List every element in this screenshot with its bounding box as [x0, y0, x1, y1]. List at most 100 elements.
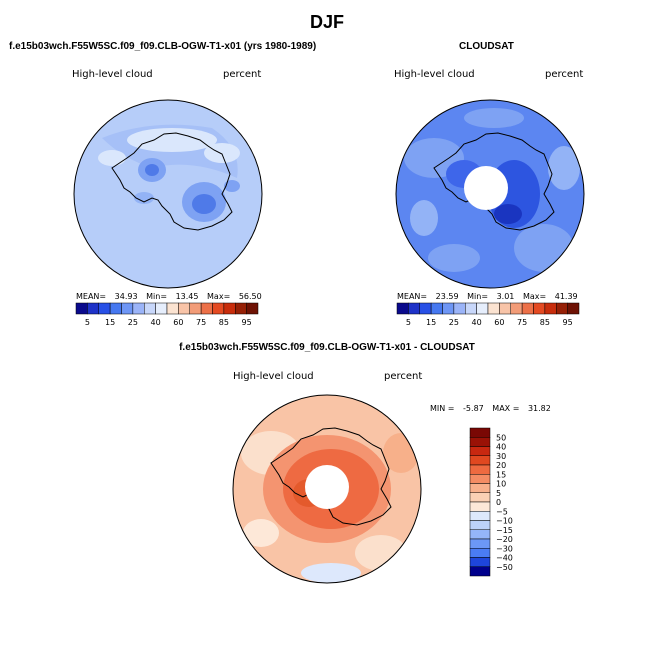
colorbar-tick-label: −20: [496, 535, 513, 544]
model-mean-value: 34.93: [114, 292, 138, 301]
colorbar-box: [469, 483, 491, 493]
colorbar-tick-label: 85: [219, 318, 229, 327]
model-max-value: 56.50: [238, 292, 262, 301]
difference-min-label: MIN =: [430, 404, 455, 413]
colorbar-box: [469, 548, 491, 558]
colorbar-box: [419, 302, 432, 315]
colorbar-box: [469, 492, 491, 503]
colorbar-box: [75, 302, 88, 315]
model-polar-map: [73, 99, 263, 289]
colorbar-box: [510, 302, 523, 315]
cloudsat-polar-map: [395, 99, 585, 289]
colorbar-box: [212, 302, 225, 315]
model-stats: MEAN= 34.93 Min= 13.45 Max= 56.50: [76, 292, 262, 301]
colorbar-tick-label: −30: [496, 544, 513, 553]
colorbar-box: [469, 427, 491, 438]
colorbar-box: [246, 302, 259, 315]
model-min-value: 13.45: [175, 292, 199, 301]
cloudsat-max-value: 41.39: [554, 292, 578, 301]
difference-data-gap: [305, 465, 349, 509]
colorbar-box: [87, 302, 99, 315]
colorbar-tick-label: 40: [151, 318, 161, 327]
colorbar-box: [469, 437, 491, 447]
colorbar-box: [178, 302, 190, 315]
model-panel-header: f.e15b03wch.F55W5SC.f09_f09.CLB-OGW-T1-x…: [9, 41, 317, 52]
colorbar-tick-label: −10: [496, 517, 513, 526]
colorbar-tick-label: 95: [242, 318, 252, 327]
colorbar-box: [469, 464, 491, 475]
colorbar-box: [144, 302, 156, 315]
colorbar-box: [98, 302, 111, 315]
colorbar-box: [469, 511, 491, 521]
colorbar-tick-label: 5: [406, 318, 411, 327]
colorbar-box: [408, 302, 420, 315]
colorbar-tick-label: 20: [496, 461, 506, 470]
colorbar-box: [487, 302, 500, 315]
colorbar-box: [567, 302, 580, 315]
colorbar-tick-label: 0: [496, 498, 501, 507]
colorbar-box: [166, 302, 179, 315]
colorbar-box: [533, 302, 546, 315]
difference-polar-map: [232, 394, 422, 584]
colorbar-tick-label: 10: [496, 480, 506, 489]
page-title: DJF: [309, 12, 344, 32]
colorbar-box: [476, 302, 489, 315]
colorbar-tick-label: 40: [472, 318, 482, 327]
colorbar-tick-label: 95: [563, 318, 573, 327]
colorbar-box: [132, 302, 145, 315]
cloudsat-max-label: Max=: [522, 292, 547, 301]
cloudsat-units-label: percent: [545, 69, 584, 80]
colorbar-box: [453, 302, 466, 315]
colorbar-box: [469, 446, 491, 456]
colorbar-tick-label: 15: [496, 470, 506, 479]
colorbar-box: [469, 566, 491, 577]
cloudsat-panel-header: CLOUDSAT: [459, 41, 514, 52]
colorbar-box: [396, 302, 409, 315]
colorbar-box: [469, 501, 491, 512]
colorbar-box: [155, 302, 168, 315]
colorbar-tick-label: 40: [496, 443, 506, 452]
cloudsat-stats: MEAN= 23.59 Min= 3.01 Max= 41.39: [397, 292, 578, 301]
colorbar-box: [469, 455, 491, 466]
colorbar-tick-label: 25: [128, 318, 138, 327]
model-variable-label: High-level cloud: [72, 69, 153, 80]
difference-max-label: MAX =: [492, 404, 520, 413]
cloudsat-colorbar: 5 15 25 40 60 75 85 95: [396, 302, 580, 327]
model-max-label: Max=: [207, 292, 231, 301]
colorbar-tick-label: 5: [496, 489, 501, 498]
colorbar-box: [556, 302, 568, 315]
colorbar-tick-label: 25: [449, 318, 459, 327]
colorbar-box: [189, 302, 202, 315]
difference-units-label: percent: [384, 371, 423, 382]
colorbar-box: [469, 557, 491, 567]
colorbar-box: [235, 302, 247, 315]
colorbar-tick-label: −5: [496, 507, 508, 516]
cloudsat-data-gap: [464, 166, 508, 210]
colorbar-tick-label: −50: [496, 563, 513, 572]
cloudsat-variable-label: High-level cloud: [394, 69, 475, 80]
difference-max-value: 31.82: [527, 404, 551, 413]
colorbar-tick-label: 30: [496, 452, 506, 461]
colorbar-box: [544, 302, 557, 315]
cloudsat-mean-value: 23.59: [435, 292, 459, 301]
model-min-label: Min=: [146, 292, 168, 301]
colorbar-box: [430, 302, 443, 315]
colorbar-tick-label: −40: [496, 554, 513, 563]
colorbar-box: [469, 529, 491, 540]
difference-min-value: -5.87: [463, 404, 484, 413]
colorbar-box: [521, 302, 534, 315]
colorbar-box: [469, 474, 491, 484]
colorbar-box: [499, 302, 511, 315]
colorbar-box: [121, 302, 134, 315]
difference-stats: MIN = -5.87 MAX = 31.82: [430, 404, 551, 413]
model-units-label: percent: [223, 69, 262, 80]
colorbar-tick-label: 15: [105, 318, 115, 327]
colorbar-box: [469, 520, 491, 530]
cloudsat-mean-label: MEAN=: [397, 292, 428, 301]
colorbar-tick-label: 15: [426, 318, 436, 327]
model-mean-label: MEAN=: [76, 292, 107, 301]
colorbar-tick-label: 60: [494, 318, 504, 327]
difference-panel-header: f.e15b03wch.F55W5SC.f09_f09.CLB-OGW-T1-x…: [179, 342, 475, 353]
model-colorbar: 5 15 25 40 60 75 85 95: [75, 302, 259, 327]
